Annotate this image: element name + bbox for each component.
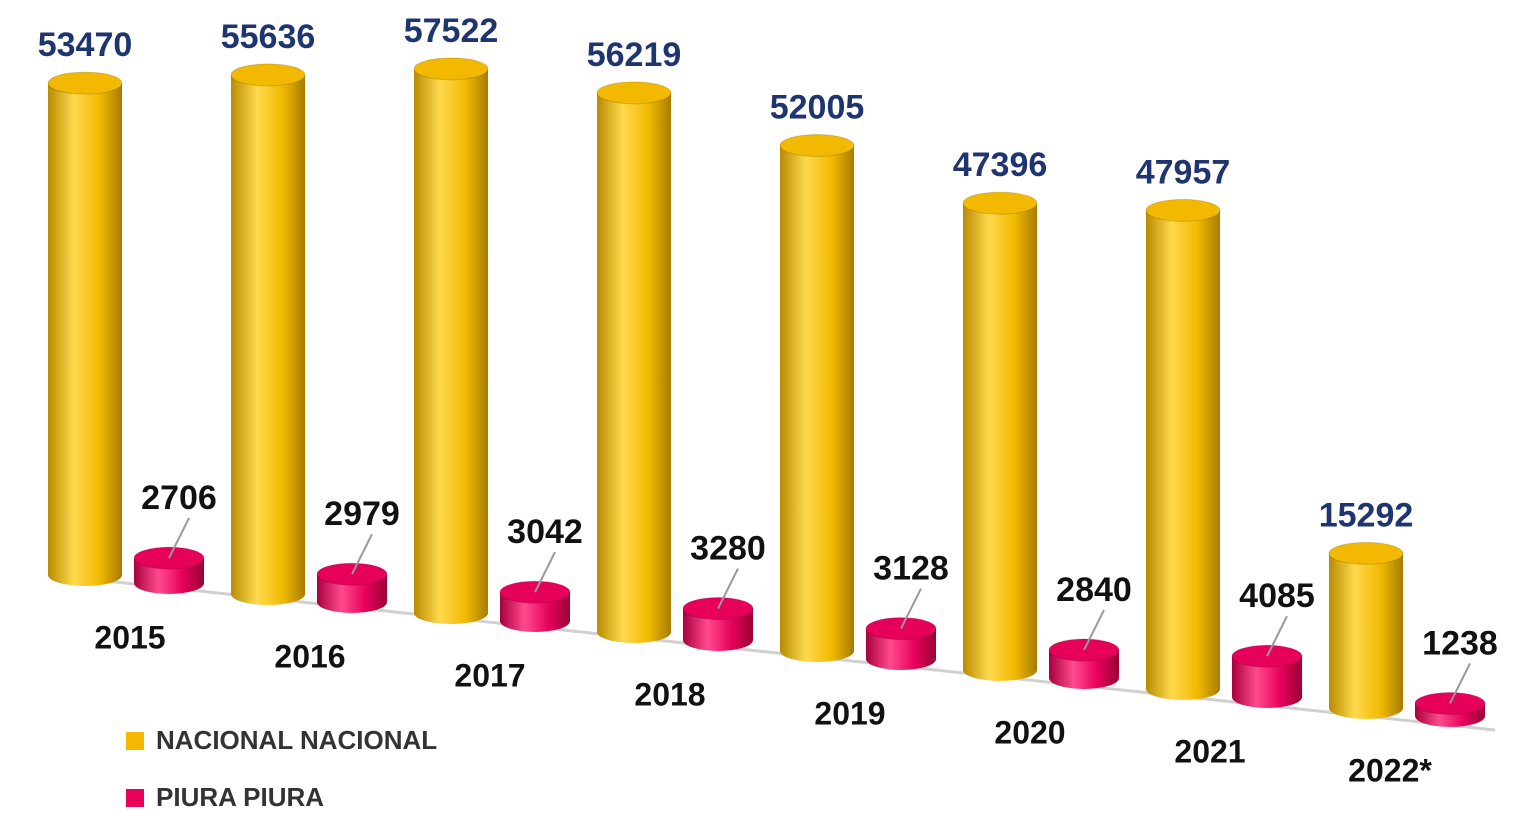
- x-tick-label: 2020: [994, 714, 1065, 750]
- bar-body: [414, 68, 488, 625]
- leader-line: [1266, 615, 1288, 657]
- leader-line: [1449, 663, 1471, 704]
- data-label: 57522: [404, 12, 499, 50]
- x-tick-label: 2017: [454, 657, 525, 693]
- bar-top: [1328, 541, 1404, 565]
- bar: [682, 597, 754, 651]
- bar: [230, 63, 306, 605]
- bar: [316, 562, 388, 613]
- leader-line: [534, 551, 556, 593]
- data-label: 2979: [324, 495, 400, 533]
- x-tick-label: 2019: [814, 695, 885, 731]
- data-label: 56219: [587, 36, 682, 74]
- data-label: 47957: [1136, 153, 1231, 191]
- bar: [413, 57, 489, 625]
- bar: [499, 580, 571, 632]
- data-label: 52005: [770, 88, 865, 126]
- bar-body: [500, 592, 570, 632]
- data-label: 3280: [690, 530, 766, 568]
- x-tick-label: 2021: [1174, 733, 1245, 769]
- data-label: 3042: [507, 513, 583, 551]
- data-label: 1238: [1422, 624, 1498, 662]
- legend-swatch: [126, 732, 144, 750]
- legend-swatch: [126, 789, 144, 807]
- data-label: 2706: [141, 479, 217, 517]
- bar-body: [1329, 553, 1403, 719]
- bar-top: [1145, 198, 1221, 222]
- bar-body: [231, 74, 305, 605]
- legend-label: NACIONAL NACIONAL: [156, 725, 437, 755]
- bar: [1048, 638, 1120, 689]
- bar-body: [317, 574, 387, 613]
- bar: [596, 81, 672, 643]
- bar-body: [1232, 656, 1302, 708]
- leader-line: [1083, 609, 1105, 651]
- bar-top: [413, 57, 489, 81]
- data-label: 55636: [221, 18, 316, 56]
- bar-top: [779, 134, 855, 158]
- data-label: 53470: [38, 26, 133, 64]
- bar: [1145, 198, 1221, 700]
- leader-line: [168, 517, 190, 559]
- bar-body: [780, 145, 854, 662]
- leader-line: [900, 588, 922, 630]
- leader-line: [717, 568, 739, 609]
- bar-body: [963, 203, 1037, 681]
- data-label: 4085: [1239, 577, 1315, 615]
- bar-body: [1049, 650, 1119, 689]
- data-label: 2840: [1056, 571, 1132, 609]
- bar-body: [597, 92, 671, 643]
- bar-body: [866, 628, 936, 670]
- leader-line: [351, 533, 373, 575]
- bar-body: [1146, 210, 1220, 700]
- bar-top: [962, 191, 1038, 215]
- bar: [47, 71, 123, 587]
- bar-top: [596, 81, 672, 105]
- bar: [1328, 541, 1404, 719]
- bar: [779, 134, 855, 662]
- bar: [865, 617, 937, 670]
- data-label: 15292: [1319, 496, 1414, 534]
- x-tick-label: 2022*: [1348, 752, 1432, 788]
- bar-top: [47, 71, 123, 95]
- x-tick-label: 2018: [634, 676, 705, 712]
- bar-body: [48, 83, 122, 587]
- legend-label: PIURA PIURA: [156, 782, 324, 812]
- bar-top: [230, 63, 306, 87]
- x-tick-label: 2016: [274, 638, 345, 674]
- bar-body: [683, 608, 753, 651]
- bar: [133, 546, 205, 594]
- bar: [962, 191, 1038, 681]
- data-label: 3128: [873, 550, 949, 588]
- data-label: 47396: [953, 146, 1048, 184]
- x-tick-label: 2015: [94, 619, 165, 655]
- bar: [1414, 691, 1486, 727]
